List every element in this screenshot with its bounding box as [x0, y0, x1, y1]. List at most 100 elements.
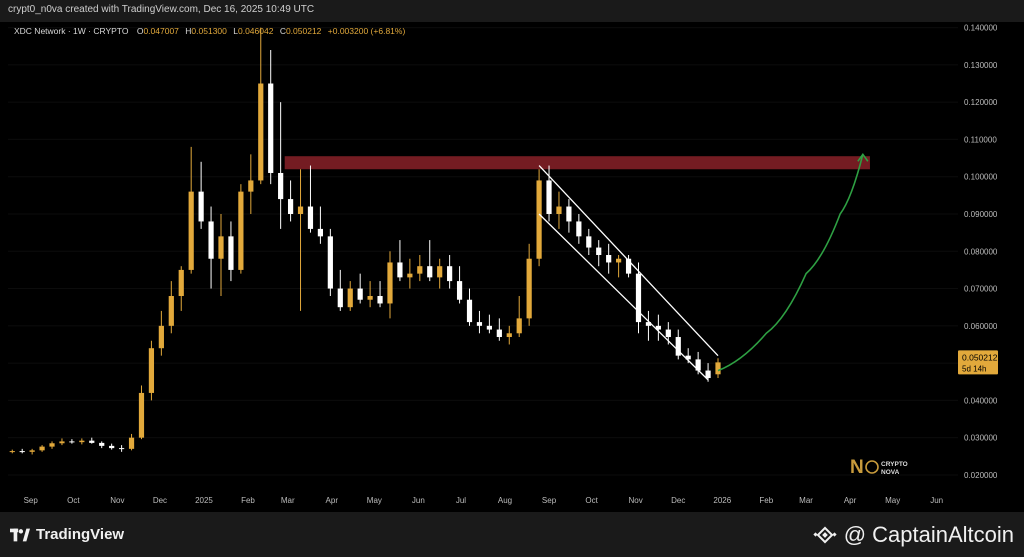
channel-upper-line: [538, 165, 719, 357]
x-tick-label: Jun: [930, 496, 943, 505]
candle: [556, 191, 562, 229]
price-chart[interactable]: 0.140000 0.130000 0.120000 0.110000 0.100000…: [8, 22, 1016, 510]
tradingview-logo-icon: [10, 528, 30, 541]
candle: [268, 49, 274, 185]
candle: [357, 273, 363, 304]
candle: [367, 281, 373, 308]
candle-body: [655, 325, 661, 330]
candle: [49, 441, 55, 449]
candle: [635, 262, 642, 334]
candle: [377, 281, 383, 308]
candle-body: [198, 191, 204, 222]
time-axis[interactable]: Sep Oct Nov Dec 2025 Feb Mar Apr May Jun Jul Aug Sep…: [24, 496, 944, 505]
candle-body: [546, 180, 552, 214]
candle: [417, 255, 423, 282]
captainaltcoin-logo: @ CaptainAltcoin: [812, 522, 1014, 548]
candle-body: [178, 269, 184, 297]
y-tick-label: 0.090000: [964, 210, 998, 219]
resistance-zone-layer: [284, 156, 870, 170]
candle: [705, 363, 711, 382]
x-tick-label: Feb: [241, 496, 255, 505]
candle: [447, 255, 453, 289]
candle: [456, 266, 463, 304]
footer-bar: TradingView @ CaptainAltcoin: [0, 512, 1024, 557]
candle-body: [228, 236, 234, 270]
candle: [148, 340, 155, 401]
tradingview-logo[interactable]: TradingView: [10, 526, 124, 543]
legend-l-value: 0.046042: [238, 26, 274, 36]
y-tick-label: 0.040000: [964, 396, 998, 405]
candle: [9, 449, 15, 454]
legend-o-label: O: [137, 26, 144, 36]
candle-body: [516, 318, 522, 334]
legend-h-value: 0.051300: [191, 26, 227, 36]
candle-body: [357, 288, 363, 300]
candle: [218, 213, 224, 297]
candle-body: [705, 370, 711, 379]
candle: [168, 281, 174, 334]
candle-body: [69, 441, 75, 443]
candle: [198, 161, 204, 229]
candle-body: [536, 180, 542, 259]
candle-body: [278, 172, 284, 200]
x-tick-label: Feb: [759, 496, 773, 505]
candle-body: [238, 191, 244, 270]
candle-body: [447, 266, 453, 282]
candle-body: [466, 299, 473, 323]
y-tick-label: 0.130000: [964, 61, 998, 70]
candle-body: [556, 206, 562, 214]
candle: [278, 102, 284, 229]
candle-body: [685, 355, 691, 360]
candle: [109, 443, 115, 450]
candle: [466, 288, 473, 326]
x-tick-label: 2025: [195, 496, 213, 505]
crypto-nova-watermark: N CRYPTO NOVA: [850, 457, 908, 478]
candle-body: [456, 281, 463, 300]
candle: [99, 441, 105, 449]
candle: [317, 206, 324, 244]
legend: XDC Network · 1W · CRYPTO O0.047007 H0.0…: [14, 26, 405, 36]
y-tick-label: 0.030000: [964, 434, 998, 443]
x-tick-label: Mar: [281, 496, 295, 505]
candle-body: [218, 236, 224, 259]
candle: [566, 199, 572, 233]
candle-body: [635, 273, 642, 323]
candle: [208, 206, 214, 289]
candle: [506, 325, 512, 345]
drawings: [538, 152, 869, 381]
candle-body: [506, 333, 512, 338]
candle-body: [29, 450, 35, 452]
candle: [59, 438, 65, 446]
price-axis[interactable]: 0.140000 0.130000 0.120000 0.110000 0.100000…: [964, 24, 998, 480]
candle-body: [138, 392, 145, 438]
resistance-zone: [284, 156, 870, 170]
x-tick-label: Aug: [498, 496, 512, 505]
candle-body: [645, 322, 652, 326]
candle: [387, 251, 393, 319]
candle-countdown: 5d 14h: [962, 364, 986, 373]
y-tick-label: 0.100000: [964, 173, 998, 182]
candle: [228, 221, 234, 282]
x-tick-label: Apr: [844, 496, 857, 505]
x-tick-label: 2026: [713, 496, 731, 505]
projection-arrow-icon: [857, 152, 869, 162]
candle: [526, 243, 532, 326]
x-tick-label: Nov: [110, 496, 124, 505]
x-tick-label: Jun: [412, 496, 425, 505]
candle-body: [337, 288, 343, 308]
legend-l-label: L: [233, 26, 238, 36]
chart-area[interactable]: 0.140000 0.130000 0.120000 0.110000 0.100000…: [8, 22, 1016, 510]
candles: [9, 27, 721, 455]
candle-body: [675, 337, 681, 356]
x-tick-label: May: [367, 496, 382, 505]
tradingview-logo-text: TradingView: [36, 526, 125, 543]
candle: [258, 27, 264, 185]
candle: [347, 281, 353, 311]
candle-body: [437, 266, 443, 278]
grid: [8, 27, 958, 476]
candle-body: [715, 362, 721, 375]
candle-body: [625, 258, 632, 274]
candle-body: [367, 296, 373, 300]
x-tick-label: Mar: [799, 496, 813, 505]
candle: [437, 258, 443, 289]
